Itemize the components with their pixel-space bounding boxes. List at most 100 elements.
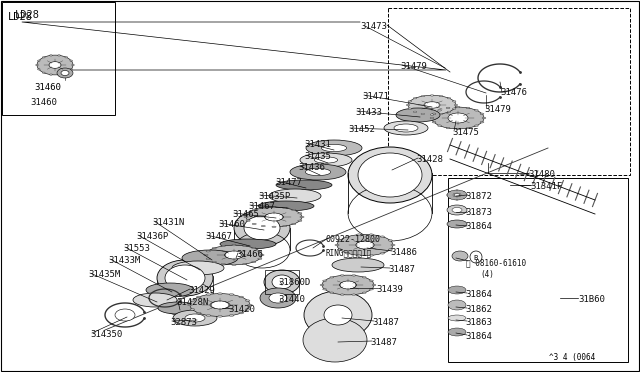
Ellipse shape [206, 258, 210, 260]
Ellipse shape [339, 282, 356, 288]
Ellipse shape [421, 113, 424, 115]
Ellipse shape [474, 109, 478, 111]
Ellipse shape [146, 283, 194, 297]
Ellipse shape [305, 169, 331, 176]
Ellipse shape [252, 261, 256, 263]
Ellipse shape [452, 208, 462, 212]
Ellipse shape [323, 289, 326, 290]
Text: RINGリング（1）: RINGリング（1） [326, 248, 372, 257]
Ellipse shape [330, 276, 333, 278]
Ellipse shape [190, 294, 250, 317]
Ellipse shape [272, 226, 276, 228]
Ellipse shape [346, 253, 349, 254]
Text: 31864: 31864 [465, 332, 492, 341]
Ellipse shape [306, 140, 362, 156]
Ellipse shape [352, 294, 356, 295]
Ellipse shape [37, 55, 73, 75]
Ellipse shape [212, 247, 216, 249]
Ellipse shape [338, 240, 342, 241]
Ellipse shape [258, 258, 262, 260]
Text: 31429: 31429 [188, 286, 215, 295]
Text: 31860D: 31860D [278, 278, 310, 287]
Ellipse shape [430, 114, 434, 115]
Ellipse shape [196, 312, 201, 314]
Ellipse shape [36, 64, 38, 66]
Ellipse shape [61, 71, 69, 76]
Ellipse shape [173, 310, 217, 326]
Ellipse shape [283, 225, 287, 227]
Text: 31460: 31460 [34, 83, 61, 92]
Ellipse shape [369, 254, 373, 256]
Bar [265, 270, 299, 294]
Ellipse shape [466, 127, 470, 129]
Ellipse shape [448, 315, 466, 321]
Ellipse shape [37, 60, 40, 61]
Ellipse shape [115, 309, 135, 321]
Ellipse shape [456, 106, 460, 108]
Ellipse shape [252, 223, 256, 225]
Bar [2, 2, 115, 115]
Ellipse shape [50, 55, 52, 56]
Text: 31477: 31477 [275, 178, 302, 187]
Text: 31473: 31473 [360, 22, 387, 31]
Ellipse shape [446, 127, 450, 129]
Ellipse shape [362, 276, 366, 278]
Ellipse shape [447, 220, 467, 228]
Ellipse shape [133, 293, 177, 307]
Text: (4): (4) [480, 270, 494, 279]
Ellipse shape [218, 293, 222, 295]
Text: 31436P: 31436P [136, 232, 168, 241]
Ellipse shape [430, 117, 434, 119]
Text: 31435P: 31435P [258, 192, 291, 201]
Ellipse shape [252, 247, 256, 249]
Ellipse shape [206, 250, 210, 252]
Ellipse shape [272, 275, 292, 289]
Ellipse shape [182, 250, 238, 266]
Bar [388, 8, 630, 175]
Ellipse shape [452, 100, 456, 102]
Ellipse shape [369, 234, 373, 235]
Ellipse shape [239, 312, 243, 314]
Ellipse shape [42, 72, 45, 74]
Text: ^3 4 (0064: ^3 4 (0064 [548, 353, 595, 362]
Text: 31475: 31475 [452, 128, 479, 137]
Ellipse shape [380, 253, 385, 254]
Ellipse shape [372, 284, 376, 286]
Ellipse shape [449, 198, 451, 199]
Ellipse shape [369, 280, 373, 282]
Text: 31486: 31486 [390, 248, 417, 257]
Ellipse shape [261, 207, 266, 209]
Ellipse shape [300, 216, 304, 218]
Text: 31863: 31863 [465, 318, 492, 327]
Ellipse shape [335, 244, 339, 246]
Ellipse shape [321, 144, 347, 152]
Text: 31465: 31465 [232, 210, 259, 219]
Ellipse shape [384, 121, 428, 135]
Text: 31428: 31428 [416, 155, 443, 164]
Ellipse shape [210, 301, 230, 309]
Ellipse shape [432, 107, 484, 129]
Ellipse shape [356, 241, 374, 249]
Ellipse shape [421, 95, 424, 97]
Ellipse shape [248, 304, 252, 306]
Text: 31431N: 31431N [152, 218, 184, 227]
Ellipse shape [446, 107, 450, 109]
Ellipse shape [220, 239, 276, 249]
Ellipse shape [430, 95, 434, 96]
Ellipse shape [480, 113, 484, 115]
Ellipse shape [258, 250, 262, 252]
Ellipse shape [463, 198, 465, 199]
Ellipse shape [466, 107, 470, 109]
Ellipse shape [438, 109, 442, 111]
Ellipse shape [190, 308, 195, 310]
Ellipse shape [474, 125, 478, 126]
Text: 31466: 31466 [236, 250, 263, 259]
Ellipse shape [158, 302, 198, 314]
Ellipse shape [298, 212, 302, 214]
Ellipse shape [246, 212, 250, 214]
Ellipse shape [172, 261, 224, 275]
Ellipse shape [58, 55, 60, 56]
Ellipse shape [396, 108, 440, 122]
Ellipse shape [229, 294, 234, 295]
Ellipse shape [264, 270, 300, 294]
